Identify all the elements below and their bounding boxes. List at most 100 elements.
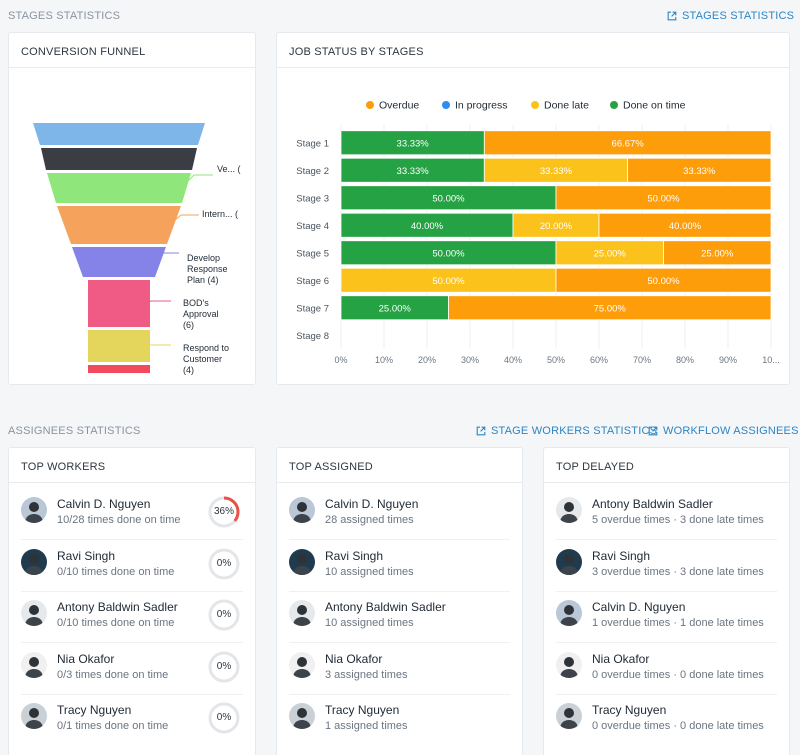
person-name: Tracy Nguyen bbox=[325, 703, 400, 717]
row-divider bbox=[21, 693, 243, 695]
y-tick-label: Stage 4 bbox=[296, 221, 329, 232]
stages-section-title: STAGES STATISTICS bbox=[8, 10, 121, 22]
bar-segment bbox=[448, 295, 772, 321]
person-stat: 5 overdue times · 3 done late times bbox=[592, 514, 764, 526]
person-stat: 0/10 times done on time bbox=[57, 565, 175, 578]
row-divider bbox=[21, 590, 243, 592]
top-assigned-title: TOP ASSIGNED bbox=[289, 461, 373, 473]
progress-ring-icon: 36% bbox=[207, 495, 241, 529]
funnel-segment bbox=[88, 365, 150, 373]
list-item[interactable]: Ravi Singh 3 overdue times · 3 done late … bbox=[556, 541, 777, 592]
list-item[interactable]: Antony Baldwin Sadler 0/10 times done on … bbox=[21, 592, 243, 643]
user-avatar-icon bbox=[289, 600, 315, 626]
y-tick-label: Stage 8 bbox=[296, 331, 329, 342]
person-name: Calvin D. Nguyen bbox=[325, 497, 419, 511]
conversion-funnel-card: CONVERSION FUNNEL Ve... (Intern... (Deve… bbox=[8, 32, 256, 385]
bar-data-label: 50.00% bbox=[432, 248, 465, 259]
list-item[interactable]: Antony Baldwin Sadler 10 assigned times bbox=[289, 592, 510, 643]
list-item[interactable]: Calvin D. Nguyen 10/28 times done on time… bbox=[21, 489, 243, 540]
person-stat: 1 overdue times · 1 done late times bbox=[592, 617, 764, 629]
stages-statistics-link-label: STAGES STATISTICS bbox=[682, 10, 795, 22]
bar-segment bbox=[512, 212, 600, 238]
person-stat: 10 assigned times bbox=[325, 617, 414, 629]
list-item[interactable]: Calvin D. Nguyen 1 overdue times · 1 done… bbox=[556, 592, 777, 643]
bar-data-label: 40.00% bbox=[669, 221, 702, 232]
person-stat: 3 assigned times bbox=[325, 668, 408, 681]
x-tick-label: 70% bbox=[633, 355, 651, 365]
x-tick-label: 30% bbox=[461, 355, 479, 365]
x-tick-label: 50% bbox=[547, 355, 565, 365]
list-item[interactable]: Nia Okafor 3 assigned times bbox=[289, 644, 510, 695]
list-item[interactable]: Tracy Nguyen 0 overdue times · 0 done lat… bbox=[556, 695, 777, 746]
list-item[interactable]: Nia Okafor 0 overdue times · 0 done late … bbox=[556, 644, 777, 695]
person-name: Nia Okafor bbox=[57, 651, 115, 666]
job-status-chart: Overdue In progress Done late Done on time 0… bbox=[296, 100, 780, 366]
x-tick-label: 60% bbox=[590, 355, 608, 365]
funnel-label-line: Develop bbox=[187, 253, 220, 263]
conversion-funnel-chart: Ve... (Intern... (Develop Response Plan (4… bbox=[33, 123, 241, 375]
funnel-leader-line bbox=[140, 300, 171, 307]
list-item[interactable]: Tracy Nguyen 0/1 times done on time 0% bbox=[21, 695, 243, 746]
funnel-label-line: Intern... ( bbox=[202, 209, 238, 219]
card-divider bbox=[9, 67, 255, 68]
legend-label: Done on time bbox=[623, 100, 686, 112]
progress-ring-label: 0% bbox=[216, 660, 232, 672]
row-divider bbox=[556, 539, 777, 540]
workflow-assignees-link[interactable]: WORKFLOW ASSIGNEES bbox=[648, 425, 799, 437]
funnel-label: Develop Response Plan (4) bbox=[187, 253, 228, 285]
list-item[interactable]: Ravi Singh 0/10 times done on time 0% bbox=[21, 541, 243, 592]
person-stat: 10 assigned times bbox=[325, 565, 414, 578]
user-avatar-icon bbox=[21, 703, 47, 729]
funnel-label-line: Respond to bbox=[183, 343, 229, 353]
person-name: Nia Okafor bbox=[592, 651, 650, 666]
person-name: Antony Baldwin Sadler bbox=[57, 600, 178, 614]
user-avatar-icon bbox=[21, 497, 47, 523]
bar-segment bbox=[555, 267, 772, 293]
bar-segment bbox=[627, 157, 772, 183]
external-link-icon bbox=[667, 11, 677, 21]
person-name: Tracy Nguyen bbox=[57, 703, 132, 717]
person-name: Calvin D. Nguyen bbox=[592, 600, 686, 614]
person-stat: 3 overdue times · 3 done late times bbox=[592, 565, 764, 578]
funnel-segment bbox=[88, 330, 150, 362]
funnel-label-line: Response bbox=[187, 264, 228, 274]
card-divider bbox=[277, 67, 789, 68]
bar-segment bbox=[340, 267, 557, 293]
bar-segment bbox=[663, 240, 772, 266]
bar-data-label: 50.00% bbox=[647, 193, 680, 204]
list-item[interactable]: Calvin D. Nguyen 28 assigned times bbox=[289, 489, 510, 540]
row-divider bbox=[21, 539, 243, 540]
list-item[interactable]: Ravi Singh 10 assigned times bbox=[289, 541, 510, 592]
funnel-label-line: (4) bbox=[183, 365, 194, 375]
job-status-title: JOB STATUS BY STAGES bbox=[289, 46, 424, 58]
legend-marker bbox=[610, 101, 618, 109]
stage-workers-statistics-link-label: STAGE WORKERS STATISTICS bbox=[491, 425, 658, 437]
list-item[interactable]: Tracy Nguyen 1 assigned times bbox=[289, 695, 510, 746]
x-tick-label: 90% bbox=[719, 355, 737, 365]
person-name: Ravi Singh bbox=[57, 548, 116, 563]
legend-label: Done late bbox=[544, 100, 589, 112]
workflow-assignees-link-label: WORKFLOW ASSIGNEES bbox=[663, 425, 799, 437]
funnel-segment bbox=[41, 148, 197, 170]
stages-statistics-link[interactable]: STAGES STATISTICS bbox=[667, 10, 794, 22]
bar-segment bbox=[340, 130, 485, 156]
progress-ring-label: 0% bbox=[216, 712, 232, 723]
x-tick-label: 10... bbox=[762, 355, 780, 365]
card-divider bbox=[277, 482, 522, 483]
legend-label: In progress bbox=[455, 100, 508, 112]
list-item[interactable]: Nia Okafor 0/3 times done on time 0% bbox=[21, 644, 243, 695]
funnel-leader-line bbox=[180, 174, 213, 189]
row-divider bbox=[289, 539, 510, 540]
user-avatar-icon bbox=[556, 600, 582, 626]
x-tick-label: 40% bbox=[504, 355, 522, 365]
stage-workers-statistics-link[interactable]: STAGE WORKERS STATISTICS bbox=[476, 425, 657, 437]
bar-segment bbox=[483, 130, 772, 156]
funnel-segment bbox=[88, 280, 150, 327]
funnel-label-line: (6) bbox=[183, 320, 194, 330]
person-stat: 0 overdue times · 0 done late times bbox=[592, 668, 764, 681]
y-tick-label: Stage 5 bbox=[296, 248, 329, 259]
bar-data-label: 33.33% bbox=[540, 166, 573, 177]
person-stat: 0/1 times done on time bbox=[57, 720, 169, 732]
list-item[interactable]: Antony Baldwin Sadler 5 overdue times · 3… bbox=[556, 489, 777, 540]
legend-marker bbox=[366, 101, 374, 109]
